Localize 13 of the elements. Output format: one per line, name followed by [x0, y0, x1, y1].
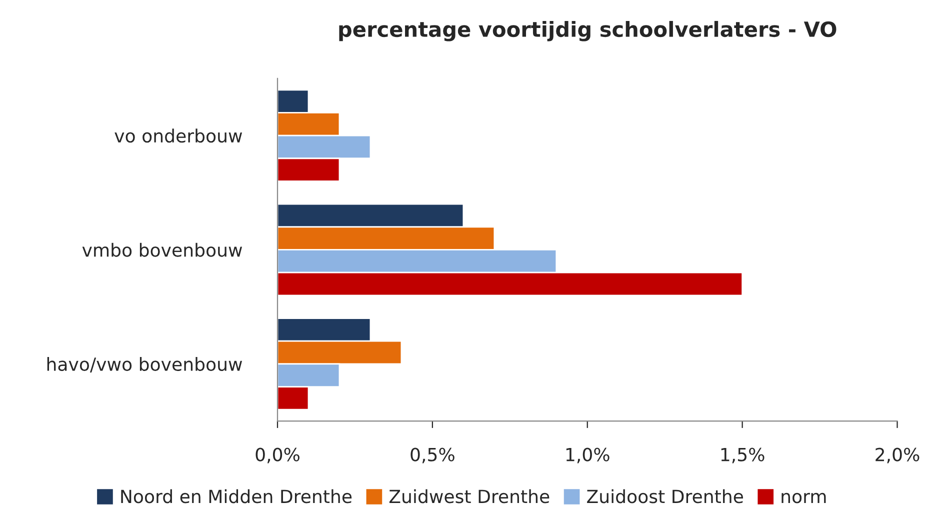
y-tick-label: vo onderbouw [114, 128, 242, 143]
chart-title: percentage voortijdig schoolverlaters - VO [339, 20, 836, 42]
y-tick-label: havo/vwo bovenbouw [47, 357, 242, 372]
x-tick-label: 1,0% [566, 448, 610, 464]
x-tick-label: 0,5% [410, 448, 454, 464]
x-tick-label: 2,0% [876, 448, 920, 464]
legend-label: norm [782, 492, 826, 504]
x-tick-label: 1,5% [721, 448, 764, 464]
legend-label: Zuidwest Drenthe [389, 489, 550, 504]
x-tick-label: 0,0% [256, 448, 300, 464]
legend-label: Noord en Midden Drenthe [121, 489, 352, 504]
y-tick-label: vmbo bovenbouw [82, 242, 242, 257]
legend-label: Zuidoost Drenthe [587, 489, 743, 504]
